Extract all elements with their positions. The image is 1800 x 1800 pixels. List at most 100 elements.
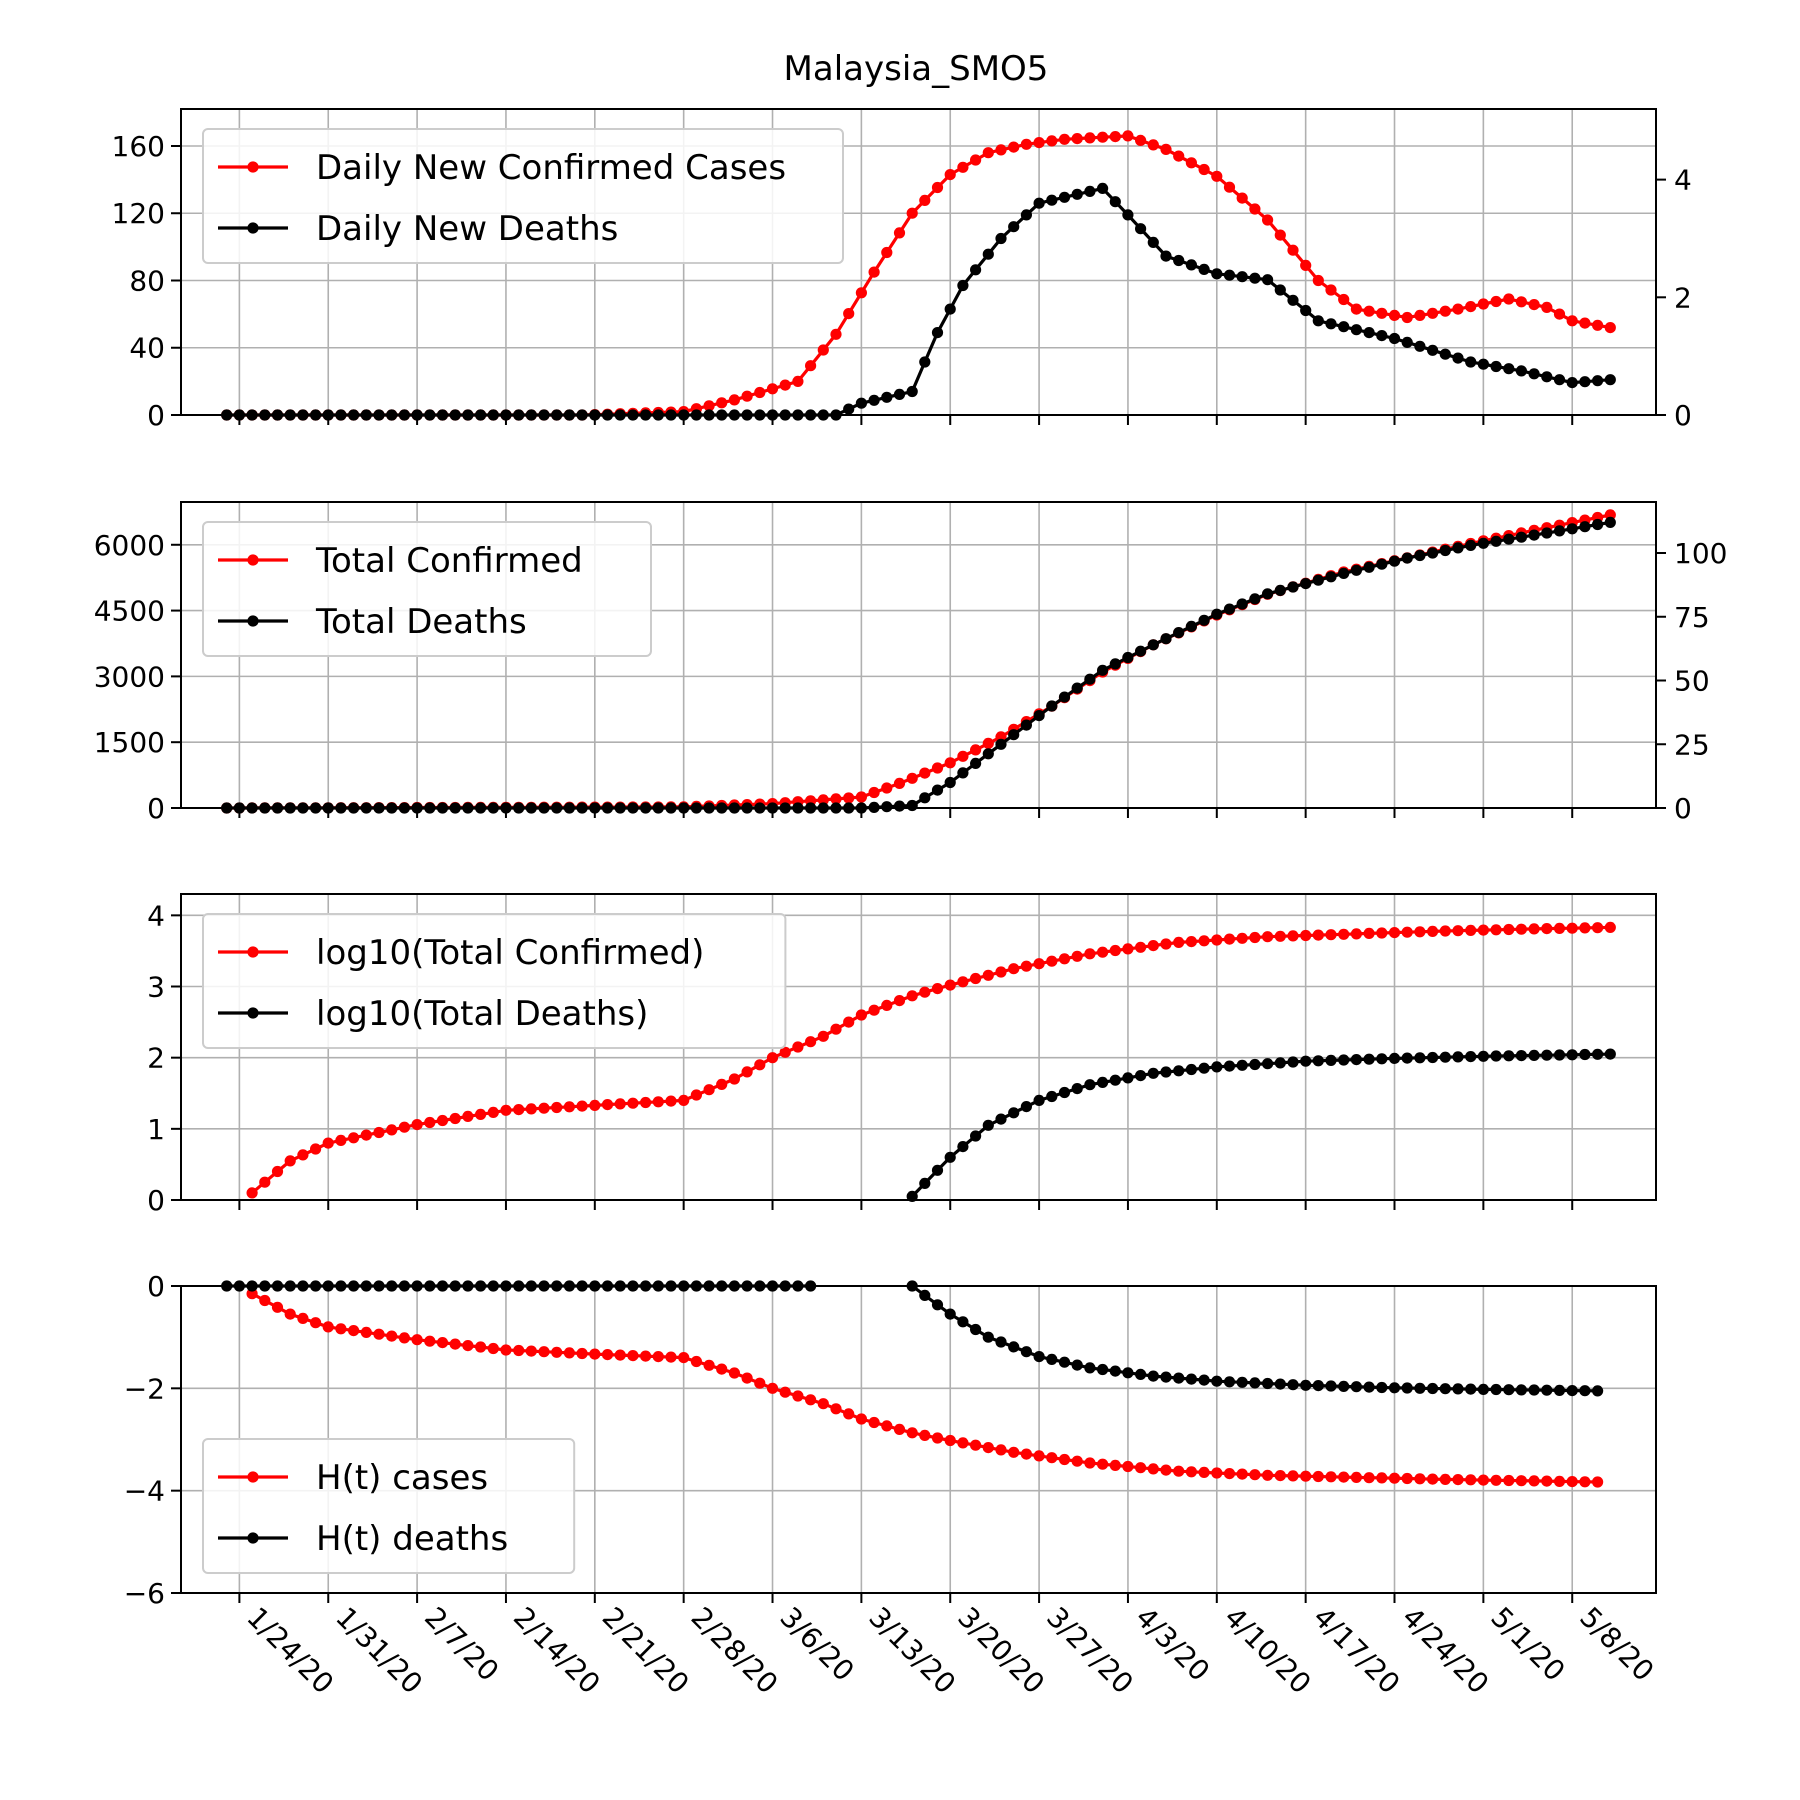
x-tick-label: 4/10/20	[1218, 1601, 1318, 1701]
data-point	[310, 1143, 322, 1155]
x-tick-label: 4/3/20	[1129, 1601, 1216, 1688]
data-point	[1312, 574, 1324, 586]
data-point	[1427, 925, 1439, 938]
y-tick-label: 120	[112, 197, 165, 230]
y-tick-label: 3	[147, 971, 165, 1004]
data-point	[1097, 946, 1109, 958]
data-point	[1338, 1380, 1350, 1392]
data-point	[830, 1403, 842, 1415]
data-point	[1223, 603, 1236, 615]
data-point	[1579, 1476, 1591, 1488]
data-point	[1008, 729, 1020, 741]
data-point	[614, 1349, 626, 1361]
data-point	[1566, 523, 1578, 535]
data-point	[957, 1141, 969, 1153]
data-point	[957, 161, 969, 173]
data-point	[1490, 360, 1502, 373]
data-point	[1439, 305, 1451, 317]
data-point	[716, 397, 728, 409]
data-point	[1528, 923, 1540, 935]
data-point	[931, 1164, 944, 1176]
data-point	[348, 1325, 360, 1337]
data-point	[1363, 927, 1375, 940]
data-point	[1363, 1053, 1375, 1065]
x-tick-label: 3/20/20	[951, 1601, 1051, 1701]
data-point	[1033, 197, 1045, 209]
data-point	[589, 1099, 601, 1111]
data-point	[1223, 1376, 1236, 1388]
data-point	[919, 1289, 931, 1301]
data-point	[1160, 1371, 1172, 1383]
data-point	[1503, 1474, 1515, 1487]
data-point	[1427, 1051, 1439, 1064]
data-point	[1515, 1050, 1527, 1062]
data-point	[1274, 1470, 1286, 1482]
data-point	[1071, 1455, 1083, 1467]
data-point	[513, 1344, 525, 1357]
data-point	[1579, 1048, 1591, 1061]
data-point	[703, 400, 715, 412]
data-point	[1084, 1079, 1096, 1091]
data-point	[1097, 664, 1109, 676]
data-point	[1287, 1470, 1299, 1482]
data-point	[1363, 561, 1375, 573]
x-tick-label: 2/21/20	[596, 1601, 696, 1701]
data-point	[766, 1052, 779, 1064]
data-point	[1033, 1450, 1045, 1462]
data-point	[1566, 1476, 1578, 1488]
data-point	[982, 737, 994, 750]
data-point	[792, 375, 804, 387]
data-point	[728, 394, 741, 406]
data-point	[1541, 1475, 1553, 1487]
data-point	[1211, 268, 1223, 280]
data-point	[1160, 250, 1172, 262]
y2-tick-label: 25	[1674, 728, 1710, 761]
data-point	[1173, 627, 1185, 639]
data-point	[919, 356, 931, 368]
data-point	[995, 1113, 1007, 1125]
data-point	[1553, 1475, 1566, 1487]
data-point	[893, 227, 906, 239]
data-point	[1033, 958, 1045, 970]
data-point	[373, 1328, 385, 1340]
data-point	[1465, 301, 1477, 313]
data-point	[982, 1119, 994, 1131]
data-point	[1008, 1446, 1020, 1458]
data-point	[1503, 1050, 1515, 1062]
data-point	[1097, 1076, 1109, 1088]
data-point	[1198, 1062, 1210, 1074]
data-point	[1173, 1372, 1185, 1384]
data-point	[576, 1100, 588, 1112]
x-tick-label: 5/8/20	[1573, 1601, 1660, 1688]
data-point	[1566, 922, 1578, 934]
data-point	[1312, 1380, 1324, 1392]
data-point	[1376, 927, 1388, 939]
data-point	[360, 1326, 372, 1338]
data-point	[348, 1132, 360, 1144]
data-point	[1147, 1370, 1159, 1382]
data-point	[1604, 322, 1616, 334]
data-point	[995, 738, 1007, 750]
data-point	[728, 1367, 741, 1379]
data-point	[817, 1398, 829, 1410]
data-point	[322, 1321, 334, 1333]
data-point	[386, 1330, 398, 1342]
data-point	[1528, 1384, 1540, 1396]
data-point	[919, 1177, 931, 1189]
legend-swatch-marker	[247, 554, 259, 566]
data-point	[398, 1332, 410, 1344]
data-point	[1033, 710, 1045, 722]
data-point	[1338, 321, 1350, 333]
data-point	[1300, 304, 1312, 317]
data-point	[1338, 1054, 1350, 1066]
data-point	[995, 1444, 1007, 1456]
data-point	[1211, 1061, 1223, 1073]
data-point	[1528, 1049, 1540, 1061]
data-point	[1363, 327, 1375, 339]
data-point	[1262, 931, 1274, 943]
data-point	[665, 1351, 677, 1363]
data-point	[1439, 348, 1451, 360]
data-point	[881, 1420, 893, 1432]
data-point	[1452, 1383, 1464, 1395]
